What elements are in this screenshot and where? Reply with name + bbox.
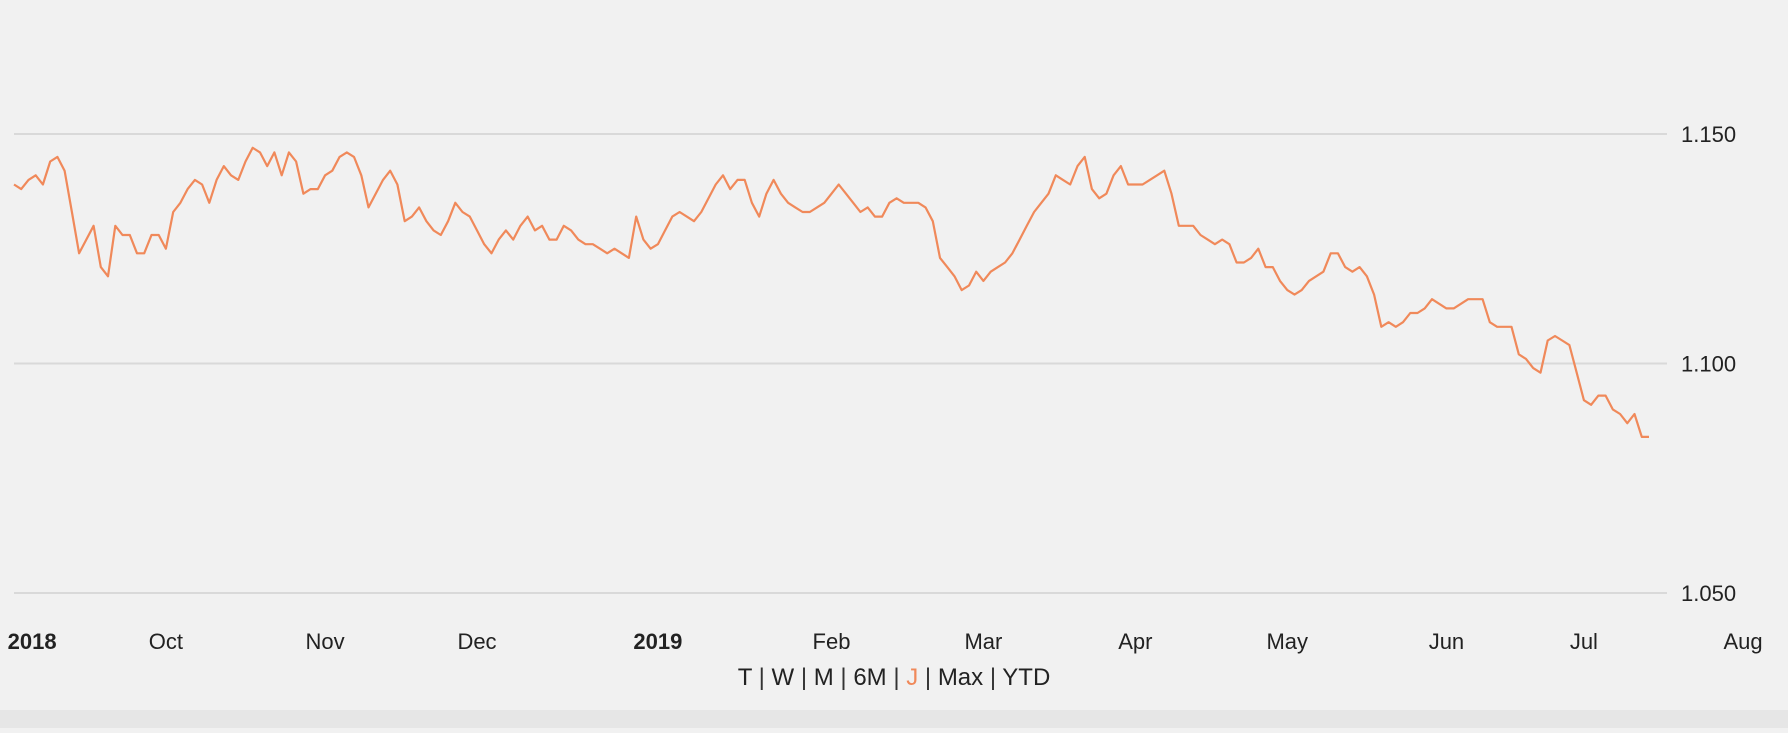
x-tick-label: Feb <box>813 629 851 654</box>
y-axis-labels: 1.150 1.100 1.050 <box>1681 122 1736 606</box>
range-separator: | <box>918 664 938 691</box>
x-tick-label: Jul <box>1570 629 1598 654</box>
x-tick-label: May <box>1266 629 1308 654</box>
range-separator: | <box>833 664 854 691</box>
range-separator: | <box>886 664 907 691</box>
range-option-w[interactable]: W <box>771 664 795 691</box>
y-tick-label: 1.050 <box>1681 581 1736 606</box>
x-tick-label: Oct <box>149 629 183 654</box>
x-tick-label: Dec <box>457 629 496 654</box>
y-tick-label: 1.100 <box>1681 352 1736 377</box>
x-tick-label: Nov <box>306 629 345 654</box>
x-tick-label: Jun <box>1429 629 1464 654</box>
x-axis-labels: 2018 Oct Nov Dec 2019 Feb Mar Apr May Jun Jul Aug <box>8 629 1763 654</box>
series-layer <box>13 146 1649 438</box>
range-option-ytd[interactable]: YTD <box>1002 664 1051 691</box>
y-tick-label: 1.150 <box>1681 122 1736 147</box>
range-separator: | <box>983 664 1003 691</box>
footer-band <box>0 710 1788 728</box>
range-selector: T | W | M | 6M | J | Max | YTD <box>0 664 1788 692</box>
range-option-t[interactable]: T <box>737 664 752 691</box>
gridlines <box>14 133 1667 594</box>
x-tick-label: 2019 <box>633 629 682 654</box>
x-tick-label: Apr <box>1118 629 1152 654</box>
x-tick-label: Mar <box>964 629 1002 654</box>
range-option-6m[interactable]: 6M <box>853 664 887 691</box>
series-line-price <box>13 146 1649 438</box>
x-tick-label: 2018 <box>8 629 57 654</box>
range-separator: | <box>794 664 814 691</box>
range-option-j[interactable]: J <box>906 664 919 691</box>
range-option-m[interactable]: M <box>813 664 834 691</box>
x-tick-label: Aug <box>1723 629 1762 654</box>
range-option-max[interactable]: Max <box>937 664 984 691</box>
range-separator: | <box>751 664 772 691</box>
